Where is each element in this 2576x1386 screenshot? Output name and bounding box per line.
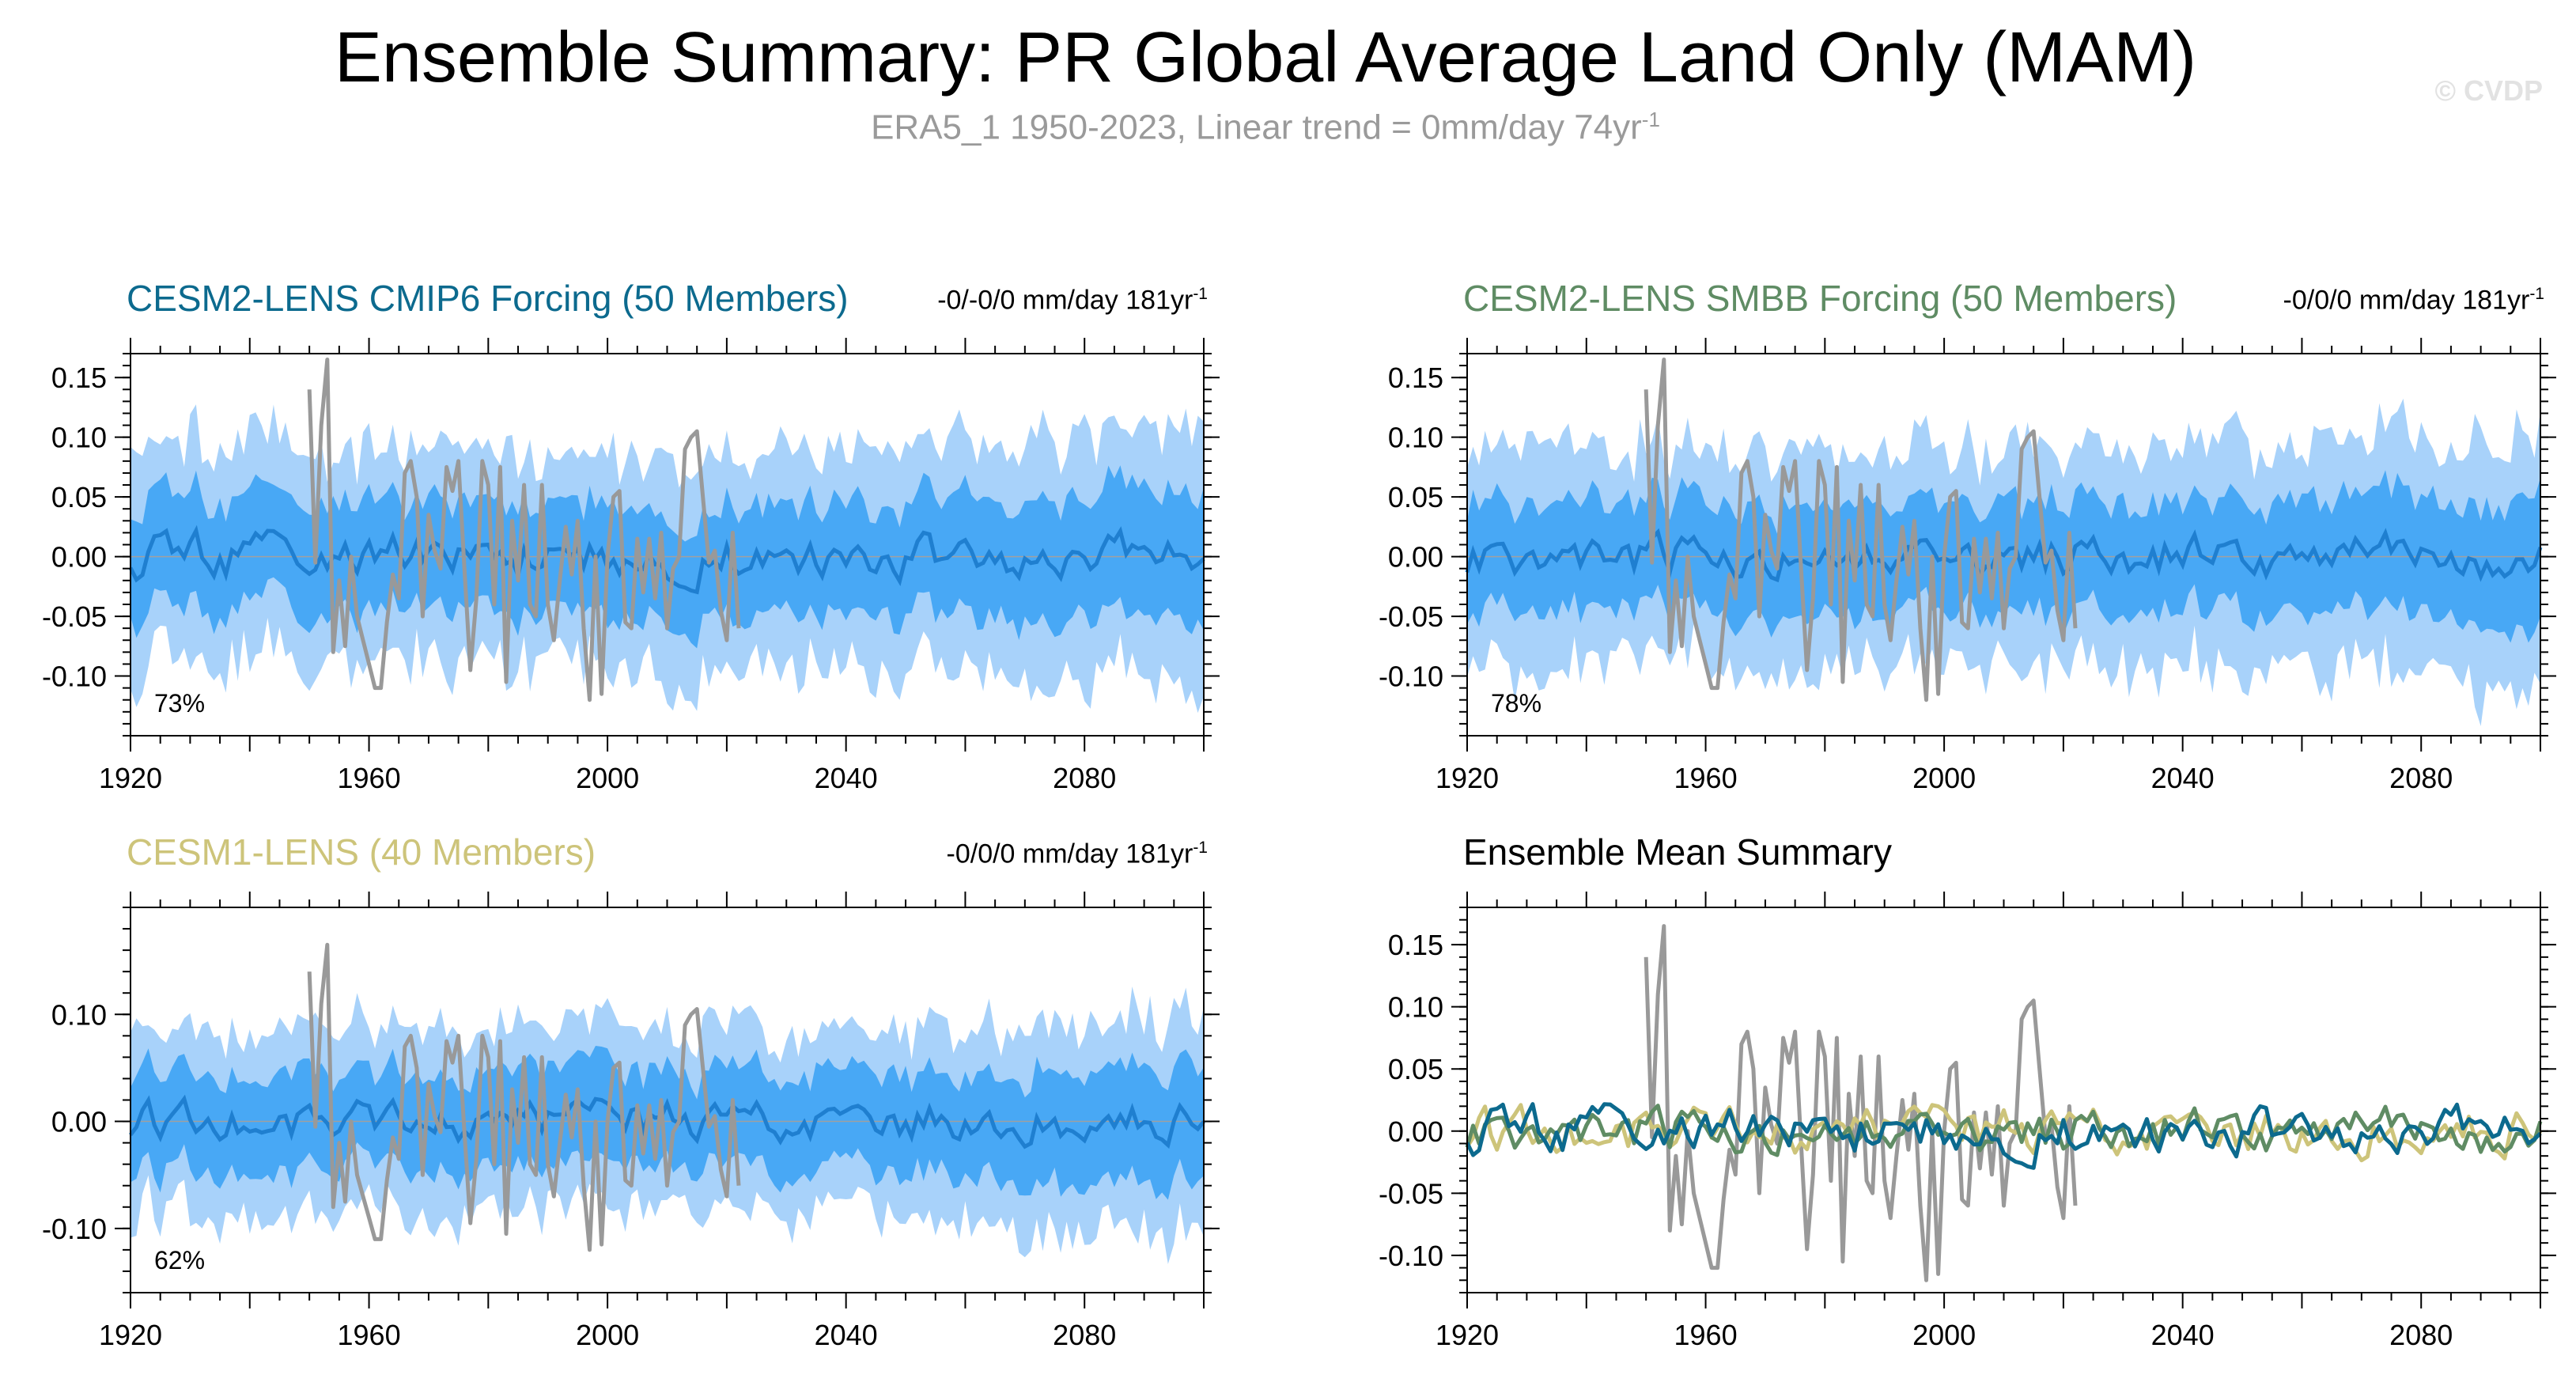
chart-cesm1: 62% bbox=[129, 942, 1205, 1274]
observations-line bbox=[1644, 924, 2078, 1282]
y-tick-label: 0.05 bbox=[1388, 1053, 1443, 1085]
x-tick-label: 1920 bbox=[99, 1319, 162, 1351]
trend-text: -0/0/0 mm/day 181yr bbox=[2283, 285, 2530, 316]
trend-text: -0/-0/0 mm/day 181yr bbox=[937, 285, 1193, 316]
x-tick-label: 2080 bbox=[2389, 762, 2453, 794]
y-tick-label: -0.05 bbox=[1379, 600, 1443, 633]
axes-cesm1: 1920 1960 2000 2040 2080 -0.10 0.00 0.10 bbox=[42, 892, 1220, 1351]
panel-trend-cesm1: -0/0/0 mm/day 181yr-1 bbox=[947, 839, 1208, 869]
y-tick-label: 0.10 bbox=[51, 422, 107, 454]
observations-line bbox=[307, 942, 741, 1252]
x-tick-label: 2040 bbox=[2151, 762, 2215, 794]
y-tick-label: 0.05 bbox=[1388, 481, 1443, 513]
y-tick-label: 0.00 bbox=[1388, 1115, 1443, 1148]
y-tick-label: -0.05 bbox=[1379, 1177, 1443, 1210]
y-tick-label: 0.00 bbox=[51, 1106, 107, 1138]
subtitle-superscript: -1 bbox=[1641, 108, 1660, 131]
x-tick-label: 2040 bbox=[2151, 1319, 2215, 1351]
y-tick-label: 0.15 bbox=[1388, 929, 1443, 961]
trend-sup: -1 bbox=[2529, 285, 2544, 303]
axes-ensemble-mean-summary: 1920 1960 2000 2040 2080 -0.10 -0.05 0.00 0.05 0.… bbox=[1379, 892, 2556, 1351]
y-tick-label: 0.10 bbox=[1388, 422, 1443, 454]
panel-title-cesm1: CESM1-LENS (40 Members) bbox=[127, 831, 596, 873]
chart-cesm2-cmip6: 73% bbox=[128, 358, 1205, 718]
percent-label: 62% bbox=[154, 1246, 205, 1274]
x-tick-label: 2080 bbox=[1053, 762, 1116, 794]
panel-title-ensemble-mean-summary: Ensemble Mean Summary bbox=[1463, 831, 1892, 873]
trend-text: -0/0/0 mm/day 181yr bbox=[946, 839, 1193, 869]
x-tick-label: 2040 bbox=[815, 762, 878, 794]
observations-line bbox=[307, 358, 741, 702]
axes-cesm2-smbb: 1920 1960 2000 2040 2080 -0.10 -0.05 0.00 0.05 0.… bbox=[1379, 338, 2556, 794]
x-tick-label: 1960 bbox=[338, 762, 401, 794]
trend-sup: -1 bbox=[1193, 285, 1208, 303]
chart-cesm2-smbb: 78% bbox=[1465, 358, 2543, 726]
trend-sup: -1 bbox=[1193, 839, 1208, 857]
y-tick-label: -0.10 bbox=[42, 661, 107, 693]
y-tick-label: 0.10 bbox=[1388, 991, 1443, 1024]
x-tick-label: 1960 bbox=[338, 1319, 401, 1351]
chart-ensemble-mean-summary bbox=[1465, 924, 2543, 1282]
page-subtitle: ERA5_1 1950-2023, Linear trend = 0mm/day… bbox=[0, 108, 2531, 148]
axes-cesm2-cmip6: 1920 1960 2000 2040 2080 -0.10 -0.05 0.00 0.05 0.… bbox=[42, 338, 1220, 794]
y-tick-label: 0.00 bbox=[1388, 541, 1443, 574]
ensemble-mean-line-cesm2-smbb bbox=[1465, 1104, 2543, 1157]
y-tick-label: 0.05 bbox=[51, 481, 107, 513]
y-tick-label: -0.10 bbox=[1379, 1240, 1443, 1272]
x-tick-label: 1960 bbox=[1674, 1319, 1738, 1351]
x-tick-label: 1920 bbox=[1436, 762, 1499, 794]
y-tick-label: 0.10 bbox=[51, 998, 107, 1031]
ensemble-mean-line-cesm1 bbox=[1465, 1103, 2543, 1163]
x-tick-label: 2080 bbox=[2389, 1319, 2453, 1351]
x-tick-label: 2000 bbox=[576, 762, 639, 794]
y-tick-label: 0.15 bbox=[1388, 362, 1443, 394]
x-tick-label: 2000 bbox=[1912, 1319, 1976, 1351]
plot-frame bbox=[1466, 907, 2541, 1293]
y-tick-label: 0.00 bbox=[51, 541, 107, 574]
x-tick-label: 2000 bbox=[576, 1319, 639, 1351]
x-tick-label: 1920 bbox=[1436, 1319, 1499, 1351]
percent-label: 73% bbox=[154, 689, 205, 718]
inner-spread-band bbox=[131, 1046, 1204, 1200]
y-tick-label: -0.10 bbox=[1379, 661, 1443, 693]
ensemble-mean-line bbox=[128, 524, 1205, 595]
page-title: Ensemble Summary: PR Global Average Land… bbox=[334, 18, 2197, 97]
subtitle-text: ERA5_1 1950-2023, Linear trend = 0mm/day… bbox=[871, 108, 1642, 147]
x-tick-label: 1960 bbox=[1674, 762, 1738, 794]
y-tick-label: -0.10 bbox=[42, 1213, 107, 1245]
ensemble-mean-line bbox=[1465, 528, 2543, 583]
x-tick-label: 2080 bbox=[1053, 1319, 1116, 1351]
panel-trend-cesm2-smbb: -0/0/0 mm/day 181yr-1 bbox=[2283, 285, 2544, 316]
ensemble-mean-line-cesm2-cmip6 bbox=[1465, 1102, 2542, 1170]
y-tick-label: 0.15 bbox=[51, 362, 107, 394]
percent-label: 78% bbox=[1491, 689, 1541, 718]
y-tick-label: -0.05 bbox=[42, 600, 107, 633]
observations-line bbox=[1644, 358, 2078, 702]
panel-title-cesm2-smbb: CESM2-LENS SMBB Forcing (50 Members) bbox=[1463, 278, 2177, 319]
x-tick-label: 2040 bbox=[815, 1319, 878, 1351]
ensemble-mean-line bbox=[129, 1094, 1205, 1149]
panel-trend-cesm2-cmip6: -0/-0/0 mm/day 181yr-1 bbox=[937, 285, 1208, 316]
cvdp-watermark: © CVDP bbox=[2434, 74, 2543, 107]
panel-title-cesm2-cmip6: CESM2-LENS CMIP6 Forcing (50 Members) bbox=[127, 278, 849, 319]
x-tick-label: 1920 bbox=[99, 762, 162, 794]
x-tick-label: 2000 bbox=[1912, 762, 1976, 794]
